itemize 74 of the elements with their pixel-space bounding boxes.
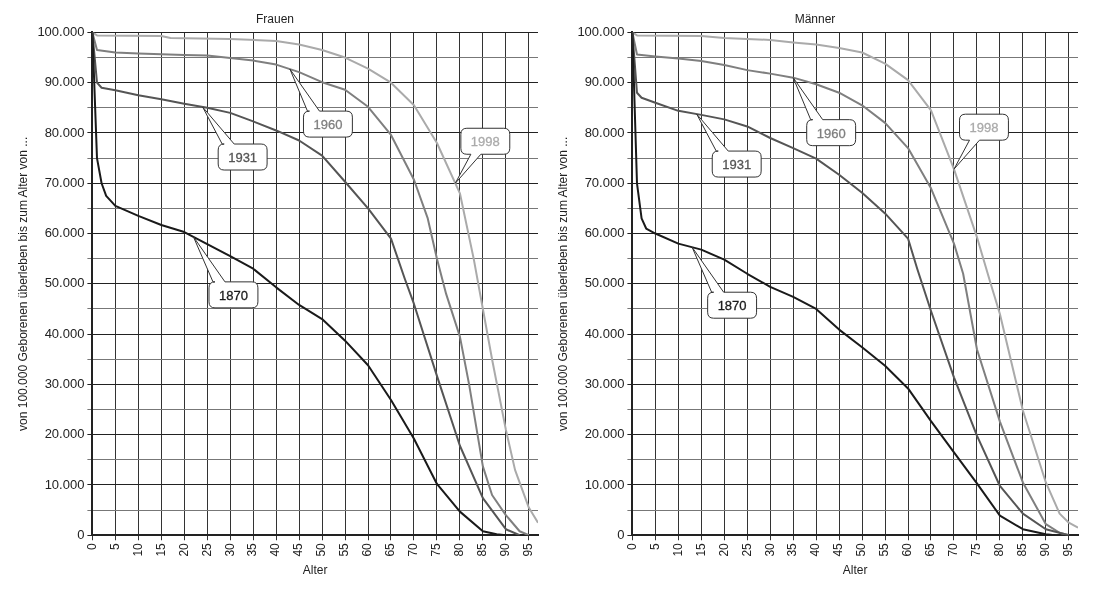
y-tick-label: 40.000 <box>44 325 85 341</box>
y-tick-label: 50.000 <box>44 275 85 291</box>
y-tick-label: 60.000 <box>44 225 85 241</box>
x-tick-label: 35 <box>785 542 800 557</box>
y-tick-label: 70.000 <box>584 174 625 190</box>
x-axis-title: Alter <box>302 563 328 578</box>
y-tick-label: 80.000 <box>44 124 85 140</box>
x-tick-label: 25 <box>199 542 214 557</box>
x-tick-label: 40 <box>268 542 283 557</box>
y-tick-label: 100.000 <box>577 23 625 39</box>
x-tick-label: 10 <box>130 542 145 557</box>
y-tick-label: 10.000 <box>584 476 625 492</box>
x-tick-label: 65 <box>383 542 398 557</box>
x-tick-label: 50 <box>854 542 869 557</box>
series-label: 1931 <box>228 150 258 166</box>
y-axis-title: von 100.000 Geborenen überleben bis zum Alter von ... <box>555 136 570 431</box>
x-tick-label: 15 <box>693 542 708 557</box>
x-tick-label: 65 <box>923 542 938 557</box>
x-tick-label: 0 <box>624 542 639 550</box>
chart-title: Frauen <box>255 11 295 26</box>
x-tick-label: 5 <box>107 542 122 550</box>
y-tick-label: 20.000 <box>584 426 625 442</box>
x-tick-label: 30 <box>762 542 777 557</box>
series-label: 1931 <box>722 157 752 173</box>
y-tick-label: 40.000 <box>584 325 625 341</box>
x-tick-label: 20 <box>176 542 191 557</box>
x-tick-label: 75 <box>429 542 444 557</box>
y-tick-label: 50.000 <box>584 275 625 291</box>
x-tick-label: 75 <box>969 542 984 557</box>
y-tick-label: 60.000 <box>584 225 625 241</box>
x-tick-label: 30 <box>222 542 237 557</box>
y-tick-label: 90.000 <box>44 74 85 90</box>
x-tick-label: 10 <box>670 542 685 557</box>
y-tick-label: 30.000 <box>584 375 625 391</box>
text: 1998 <box>470 134 500 150</box>
x-tick-label: 45 <box>291 542 306 557</box>
x-tick-label: 0 <box>84 542 99 550</box>
x-tick-label: 50 <box>314 542 329 557</box>
series-label: 1870 <box>219 287 248 303</box>
x-tick-label: 15 <box>153 542 168 557</box>
x-tick-label: 90 <box>498 542 513 557</box>
x-tick-label: 70 <box>406 542 421 557</box>
x-tick-label: 40 <box>808 542 823 557</box>
x-tick-label: 45 <box>831 542 846 557</box>
text: 1998 <box>969 120 999 136</box>
x-tick-label: 95 <box>1061 542 1076 557</box>
y-axis-title: von 100.000 Geborenen überleben bis zum Alter von ... <box>15 136 30 431</box>
x-tick-label: 70 <box>946 542 961 557</box>
x-tick-label: 85 <box>475 542 490 557</box>
x-tick-label: 85 <box>1015 542 1030 557</box>
x-tick-label: 5 <box>647 542 662 550</box>
y-tick-label: 10.000 <box>44 476 85 492</box>
y-tick-label: 80.000 <box>584 124 625 140</box>
x-tick-label: 80 <box>992 542 1007 557</box>
x-tick-label: 60 <box>900 542 915 557</box>
x-tick-label: 20 <box>716 542 731 557</box>
x-tick-label: 35 <box>245 542 260 557</box>
y-tick-label: 100.000 <box>37 23 85 39</box>
x-tick-label: 95 <box>521 542 536 557</box>
chart-title: Männer <box>794 11 836 26</box>
y-tick-label: 70.000 <box>44 174 85 190</box>
x-tick-label: 55 <box>877 542 892 557</box>
x-axis-title: Alter <box>842 563 868 578</box>
x-tick-label: 55 <box>337 542 352 557</box>
x-tick-label: 90 <box>1038 542 1053 557</box>
y-tick-label: 90.000 <box>584 74 625 90</box>
series-label: 1960 <box>816 125 846 141</box>
y-tick-label: 20.000 <box>44 426 85 442</box>
x-tick-label: 25 <box>739 542 754 557</box>
y-tick-label: 30.000 <box>44 375 85 391</box>
x-tick-label: 80 <box>452 542 467 557</box>
series-label: 1870 <box>717 298 747 314</box>
x-tick-label: 60 <box>360 542 375 557</box>
series-label: 1960 <box>313 117 343 133</box>
